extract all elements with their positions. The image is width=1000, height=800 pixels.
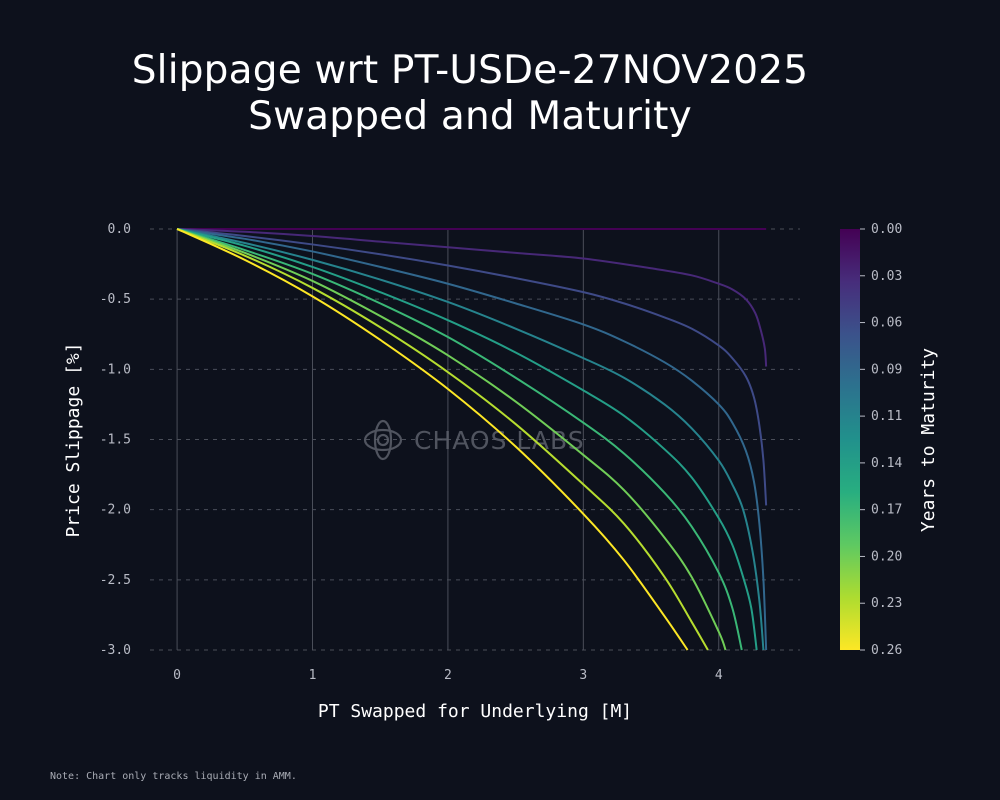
colorbar-tick-label: 0.26 — [871, 643, 902, 658]
y-axis-label: Price Slippage [%] — [63, 342, 84, 537]
chart-title: Slippage wrt PT-USDe-27NOV2025 Swapped a… — [0, 48, 940, 140]
y-tick-label: -2.0 — [100, 503, 131, 518]
colorbar-tick-label: 0.20 — [871, 549, 902, 564]
y-tick-label: -2.5 — [100, 573, 131, 588]
y-tick-label: -1.0 — [100, 362, 131, 377]
footnote: Note: Chart only tracks liquidity in AMM… — [50, 771, 297, 782]
watermark: CHAOS LABS — [363, 419, 585, 461]
x-tick-label: 3 — [579, 668, 587, 683]
colorbar-tick-label: 0.06 — [871, 316, 902, 331]
series-line-7 — [176, 228, 727, 651]
y-tick-labels: 0.0 -0.5 -1.0 -1.5 -2.0 -2.5 -3.0 — [100, 222, 131, 658]
x-tick-label: 1 — [309, 668, 317, 683]
colorbar-tick-label: 0.17 — [871, 503, 902, 518]
series-line-1 — [177, 228, 768, 367]
colorbar-label: Years to Maturity — [918, 348, 939, 532]
chart-title-line-1: Slippage wrt PT-USDe-27NOV2025 — [131, 48, 809, 93]
series-line-2 — [176, 228, 768, 506]
series-line-8 — [176, 228, 709, 651]
colorbar-tick-label: 0.11 — [871, 409, 902, 424]
chaos-labs-logo-icon — [363, 419, 403, 461]
series-lines — [176, 227, 768, 651]
x-axis-label: PT Swapped for Underlying [M] — [318, 701, 632, 722]
chart-title-line-2: Swapped and Maturity — [248, 94, 692, 139]
x-tick-label: 2 — [444, 668, 452, 683]
colorbar — [840, 229, 860, 650]
series-line-3 — [176, 228, 768, 651]
colorbar-tick-label: 0.03 — [871, 269, 902, 284]
series-line-4 — [176, 228, 765, 651]
y-tick-label: -3.0 — [100, 643, 131, 658]
colorbar-tick-label: 0.23 — [871, 596, 902, 611]
y-tick-label: -1.5 — [100, 433, 131, 448]
y-tick-label: 0.0 — [108, 222, 131, 237]
colorbar-tick-label: 0.09 — [871, 362, 902, 377]
series-line-9 — [176, 228, 689, 651]
x-tick-label: 0 — [173, 668, 181, 683]
series-line-6 — [176, 228, 743, 651]
colorbar-tick-labels: 0.00 0.03 0.06 0.09 0.11 0.14 0.17 0.20 0.23 0.26 — [860, 222, 902, 658]
y-tick-label: -0.5 — [100, 292, 131, 307]
colorbar-tick-label: 0.00 — [871, 222, 902, 237]
x-tick-labels: 0 1 2 3 4 — [173, 668, 723, 683]
series-line-5 — [176, 228, 758, 651]
watermark-text: CHAOS LABS — [414, 426, 585, 455]
colorbar-tick-label: 0.14 — [871, 456, 902, 471]
x-tick-label: 4 — [715, 668, 723, 683]
